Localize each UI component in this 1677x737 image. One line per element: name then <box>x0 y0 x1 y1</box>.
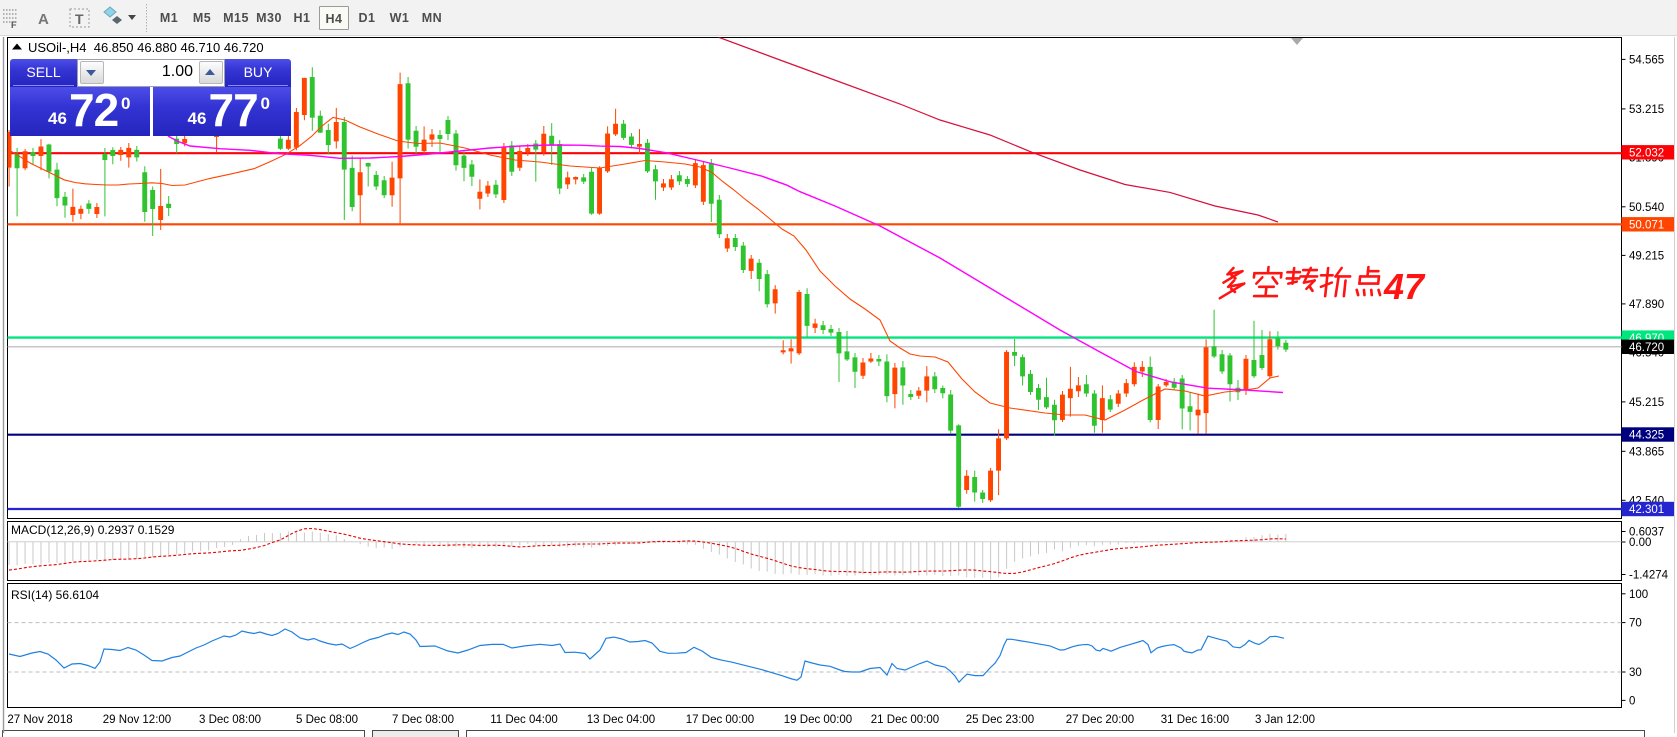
svg-text:21 Dec 00:00: 21 Dec 00:00 <box>871 714 939 726</box>
svg-text:100: 100 <box>1629 589 1648 601</box>
svg-text:54.565: 54.565 <box>1629 54 1664 66</box>
svg-text:45.215: 45.215 <box>1629 397 1664 409</box>
svg-text:46.720: 46.720 <box>1629 342 1664 354</box>
svg-text:T: T <box>75 11 84 27</box>
svg-text:42.301: 42.301 <box>1629 504 1664 516</box>
svg-text:11 Dec 04:00: 11 Dec 04:00 <box>490 714 558 726</box>
svg-text:50.071: 50.071 <box>1629 220 1664 232</box>
svg-text:27 Dec 20:00: 27 Dec 20:00 <box>1066 714 1134 726</box>
svg-text:F: F <box>11 20 17 30</box>
svg-text:25 Dec 23:00: 25 Dec 23:00 <box>966 714 1034 726</box>
svg-text:USOil-,H4 46.850 46.880 46.71: USOil-,H4 46.850 46.880 46.710 46.720 <box>28 40 264 55</box>
svg-text:29 Nov 12:00: 29 Nov 12:00 <box>103 714 171 726</box>
svg-text:3 Dec 08:00: 3 Dec 08:00 <box>199 714 261 726</box>
svg-text:5 Dec 08:00: 5 Dec 08:00 <box>296 714 358 726</box>
svg-text:43.865: 43.865 <box>1629 446 1664 458</box>
svg-text:13 Dec 04:00: 13 Dec 04:00 <box>587 714 655 726</box>
svg-text:7 Dec 08:00: 7 Dec 08:00 <box>392 714 454 726</box>
svg-text:47.890: 47.890 <box>1629 299 1664 311</box>
svg-text:53.215: 53.215 <box>1629 104 1664 116</box>
svg-text:0.6037: 0.6037 <box>1629 527 1664 539</box>
svg-text:44.325: 44.325 <box>1629 430 1664 442</box>
svg-text:70: 70 <box>1629 618 1642 630</box>
svg-text:47: 47 <box>1383 266 1426 307</box>
svg-text:31 Dec 16:00: 31 Dec 16:00 <box>1161 714 1229 726</box>
svg-text:17 Dec 00:00: 17 Dec 00:00 <box>686 714 754 726</box>
svg-text:52.032: 52.032 <box>1629 148 1664 160</box>
svg-text:27 Nov 2018: 27 Nov 2018 <box>7 714 72 726</box>
svg-text:0.00: 0.00 <box>1629 537 1651 549</box>
svg-text:-1.4274: -1.4274 <box>1629 570 1669 582</box>
svg-text:A: A <box>38 11 49 28</box>
svg-text:RSI(14) 56.6104: RSI(14) 56.6104 <box>11 588 99 602</box>
svg-text:19 Dec 00:00: 19 Dec 00:00 <box>784 714 852 726</box>
svg-text:MACD(12,26,9) 0.2937 0.1529: MACD(12,26,9) 0.2937 0.1529 <box>11 523 175 537</box>
svg-text:49.215: 49.215 <box>1629 250 1664 262</box>
svg-text:50.540: 50.540 <box>1629 202 1664 214</box>
svg-text:3 Jan 12:00: 3 Jan 12:00 <box>1255 714 1315 726</box>
svg-text:0: 0 <box>1629 695 1635 707</box>
svg-text:30: 30 <box>1629 667 1642 679</box>
